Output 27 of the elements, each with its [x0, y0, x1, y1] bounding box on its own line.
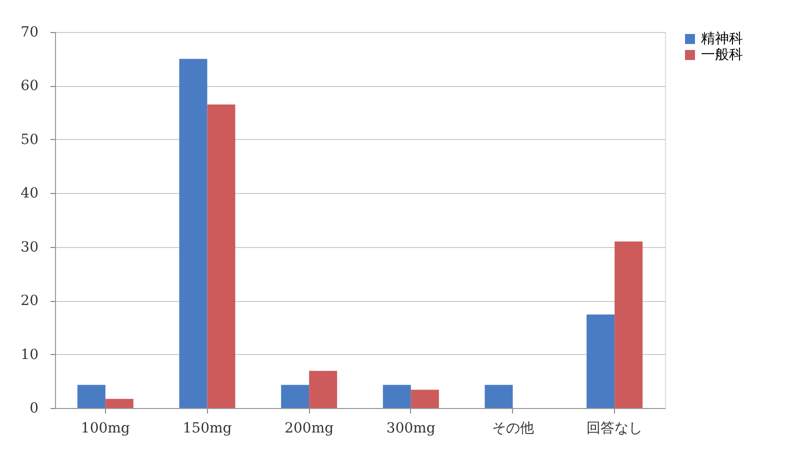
- x-tick-label: 200mg: [284, 420, 334, 436]
- bar: [309, 370, 338, 408]
- bar: [484, 384, 513, 408]
- x-tick-label: 100mg: [80, 420, 130, 436]
- x-tick-label: 回答なし: [586, 420, 643, 436]
- x-tick-label: 150mg: [182, 420, 232, 436]
- y-tick-label: 30: [20, 239, 38, 256]
- bar: [77, 384, 106, 408]
- bar: [105, 398, 134, 408]
- y-tick-label: 40: [20, 186, 38, 202]
- y-tick-label: 50: [20, 132, 38, 148]
- bar: [281, 384, 310, 408]
- x-tick-label: 300mg: [386, 420, 436, 436]
- y-tick-label: 0: [30, 400, 38, 416]
- y-tick-label: 10: [20, 346, 38, 363]
- legend-label: 精神科: [701, 31, 743, 47]
- bar: [410, 390, 439, 408]
- y-tick-label: 20: [20, 293, 38, 310]
- bar: [179, 58, 208, 408]
- bar: [586, 314, 615, 408]
- legend-label: 一般科: [701, 47, 743, 63]
- bar: [207, 104, 236, 408]
- y-tick-label: 60: [20, 78, 38, 94]
- x-tick-label: その他: [492, 420, 534, 436]
- bar: [382, 384, 411, 408]
- bar: [614, 241, 643, 408]
- y-tick-label: 70: [20, 24, 38, 40]
